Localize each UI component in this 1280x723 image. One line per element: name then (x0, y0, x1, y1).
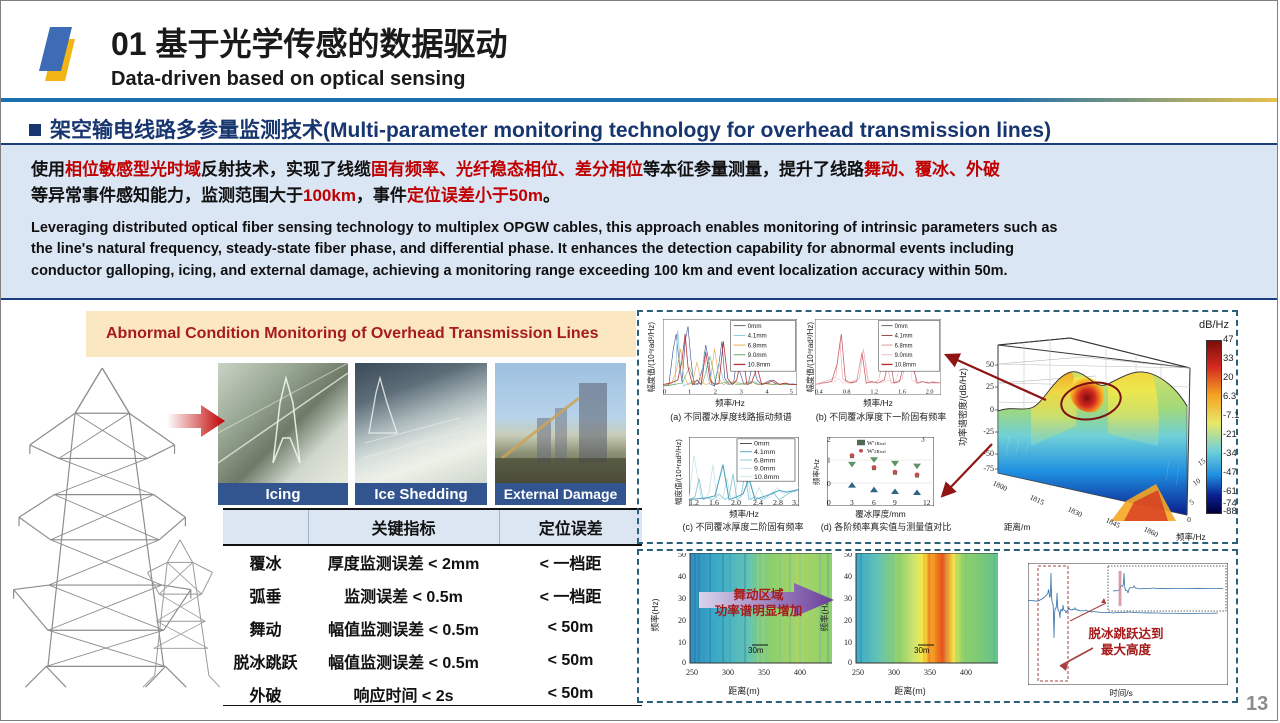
svg-text:3.2: 3.2 (792, 498, 799, 506)
svg-text:6: 6 (872, 499, 876, 506)
svg-text:6.8mm: 6.8mm (895, 342, 913, 349)
svg-text:40: 40 (1094, 684, 1102, 685)
svg-text:20: 20 (1059, 684, 1067, 685)
svg-text:0: 0 (682, 658, 686, 667)
svg-text:2: 2 (827, 437, 831, 444)
svg-text:-75: -75 (983, 464, 994, 473)
svg-text:0: 0 (827, 480, 831, 488)
svg-text:400: 400 (794, 668, 806, 677)
svg-text:1860: 1860 (1142, 524, 1160, 539)
svg-text:30: 30 (678, 594, 686, 603)
svg-text:0mm: 0mm (754, 441, 770, 448)
svg-text:6.8mm: 6.8mm (754, 458, 776, 465)
svg-text:30: 30 (844, 594, 852, 603)
svg-text:2.8: 2.8 (773, 498, 783, 506)
svg-text:10: 10 (844, 638, 852, 647)
svg-text:4.1mm: 4.1mm (895, 332, 913, 339)
svg-text:10: 10 (678, 638, 686, 647)
svg-text:1800: 1800 (991, 478, 1009, 493)
svg-text:50: 50 (844, 553, 852, 559)
svg-text:2: 2 (714, 388, 717, 395)
svg-text:0: 0 (990, 405, 994, 414)
svg-text:4.1mm: 4.1mm (754, 449, 776, 456)
svg-text:60: 60 (1129, 684, 1137, 685)
svg-text:距离/m: 距离/m (1004, 522, 1030, 532)
svg-text:40: 40 (844, 572, 852, 581)
svg-text:350: 350 (758, 668, 770, 677)
svg-text:30m: 30m (914, 646, 930, 655)
svg-text:9.0mm: 9.0mm (748, 352, 767, 359)
svg-text:9.0mm: 9.0mm (895, 352, 913, 359)
svg-text:400: 400 (960, 668, 972, 677)
svg-text:-25: -25 (983, 427, 994, 436)
svg-text:40: 40 (678, 572, 686, 581)
svg-text:0.8: 0.8 (843, 388, 851, 395)
svg-text:12: 12 (923, 499, 931, 506)
svg-text:9.0mm: 9.0mm (754, 466, 776, 473)
svg-text:80: 80 (1164, 684, 1172, 685)
svg-text:20: 20 (678, 616, 686, 625)
svg-text:频率/Hz: 频率/Hz (1176, 532, 1206, 542)
svg-text:25: 25 (986, 382, 994, 391)
svg-text:50: 50 (986, 360, 994, 369)
svg-text:300: 300 (722, 668, 734, 677)
svg-text:2.0: 2.0 (731, 498, 741, 506)
svg-text:10.8mm: 10.8mm (754, 474, 780, 481)
svg-text:6.8mm: 6.8mm (748, 342, 767, 349)
svg-text:1.2: 1.2 (870, 388, 878, 395)
svg-text:0: 0 (1187, 515, 1191, 524)
svg-text:0: 0 (848, 658, 852, 667)
svg-text:250: 250 (852, 668, 864, 677)
svg-text:50: 50 (678, 553, 686, 559)
svg-text:0: 0 (1028, 684, 1030, 685)
svg-text:1815: 1815 (1028, 492, 1046, 507)
svg-text:1.2: 1.2 (689, 498, 699, 506)
svg-text:3: 3 (850, 499, 854, 506)
svg-text:10.8mm: 10.8mm (748, 362, 771, 369)
svg-text:W'2Real: W'2Real (867, 449, 886, 455)
svg-text:W'1Real: W'1Real (867, 441, 886, 447)
svg-text:3: 3 (921, 437, 925, 444)
svg-text:2.0: 2.0 (926, 388, 934, 395)
svg-text:1: 1 (688, 388, 691, 395)
svg-text:300: 300 (888, 668, 900, 677)
svg-text:1.6: 1.6 (898, 388, 907, 395)
svg-text:0: 0 (827, 499, 831, 506)
svg-text:0mm: 0mm (895, 323, 908, 330)
svg-text:30m: 30m (748, 646, 764, 655)
svg-text:100: 100 (1197, 684, 1209, 685)
svg-text:10.8mm: 10.8mm (895, 362, 916, 369)
svg-text:功率谱密度/(dB/Hz): 功率谱密度/(dB/Hz) (957, 368, 968, 446)
svg-text:10: 10 (1191, 476, 1203, 488)
svg-text:5: 5 (1187, 497, 1195, 507)
svg-text:350: 350 (924, 668, 936, 677)
svg-text:1.6: 1.6 (709, 498, 719, 506)
svg-text:1: 1 (827, 457, 831, 465)
svg-text:4.1mm: 4.1mm (748, 333, 767, 340)
svg-text:1830: 1830 (1066, 504, 1084, 519)
svg-text:0mm: 0mm (748, 323, 762, 330)
svg-text:9: 9 (893, 499, 897, 506)
svg-text:250: 250 (686, 668, 698, 677)
svg-text:2.4: 2.4 (753, 498, 763, 506)
